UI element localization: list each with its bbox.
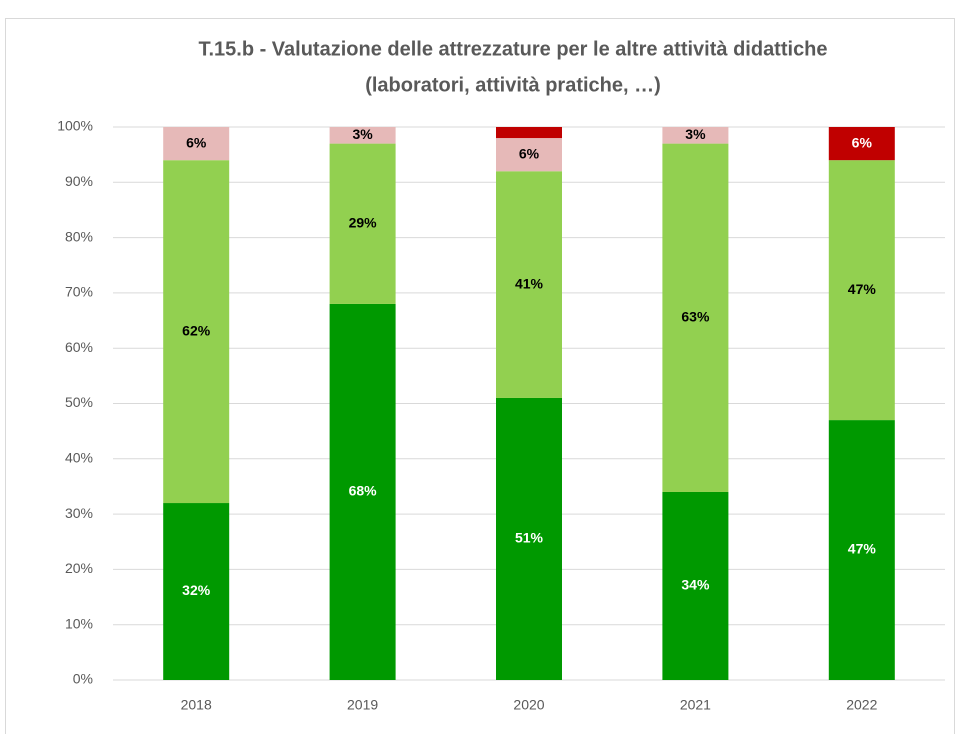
x-tick-label: 2019 xyxy=(347,697,378,713)
chart-title: T.15.b - Valutazione delle attrezzature … xyxy=(198,38,827,60)
data-label: 68% xyxy=(349,483,378,499)
y-tick-label: 80% xyxy=(65,228,93,244)
bar-segment xyxy=(828,127,895,161)
y-tick-label: 30% xyxy=(65,505,93,521)
bar-segment xyxy=(496,171,562,398)
bar-segment xyxy=(496,127,562,139)
y-tick-label: 100% xyxy=(57,118,93,134)
data-label: 32% xyxy=(182,582,211,598)
bar-segment xyxy=(662,491,729,680)
x-tick-label: 2018 xyxy=(181,697,212,713)
data-label: 62% xyxy=(182,322,211,338)
bar-segment xyxy=(496,138,562,172)
bar-segment xyxy=(163,503,230,680)
data-label: 6% xyxy=(186,134,207,150)
data-label: 6% xyxy=(852,134,873,150)
data-label: 3% xyxy=(352,126,373,142)
y-tick-label: 0% xyxy=(73,671,93,687)
y-tick-label: 70% xyxy=(65,284,93,300)
bar-segment xyxy=(662,143,729,492)
y-tick-label: 10% xyxy=(65,615,93,631)
bar-segment xyxy=(329,303,396,680)
data-label: 63% xyxy=(681,308,710,324)
y-tick-label: 60% xyxy=(65,339,93,355)
bar-segment xyxy=(329,127,396,144)
y-tick-label: 40% xyxy=(65,450,93,466)
data-label: 47% xyxy=(848,281,877,297)
bar-segment xyxy=(329,143,396,304)
data-label: 29% xyxy=(349,214,378,230)
bar-segment xyxy=(496,397,562,680)
data-label: 41% xyxy=(515,275,544,291)
y-tick-label: 20% xyxy=(65,560,93,576)
bar-segment xyxy=(163,127,230,161)
bar-segment xyxy=(662,127,729,144)
chart-frame xyxy=(5,18,955,734)
data-label: 6% xyxy=(519,145,540,161)
x-tick-label: 2021 xyxy=(680,697,711,713)
bar-segment xyxy=(828,420,895,680)
y-tick-label: 50% xyxy=(65,394,93,410)
x-tick-label: 2022 xyxy=(846,697,877,713)
data-label: 34% xyxy=(681,577,710,593)
x-tick-label: 2020 xyxy=(513,697,544,713)
bar-segment xyxy=(828,160,895,421)
data-label: 47% xyxy=(848,541,877,557)
y-tick-label: 90% xyxy=(65,173,93,189)
chart-title: (laboratori, attività pratiche, …) xyxy=(365,74,661,96)
bar-segment xyxy=(163,160,230,504)
data-label: 3% xyxy=(685,126,706,142)
data-label: 51% xyxy=(515,530,544,546)
